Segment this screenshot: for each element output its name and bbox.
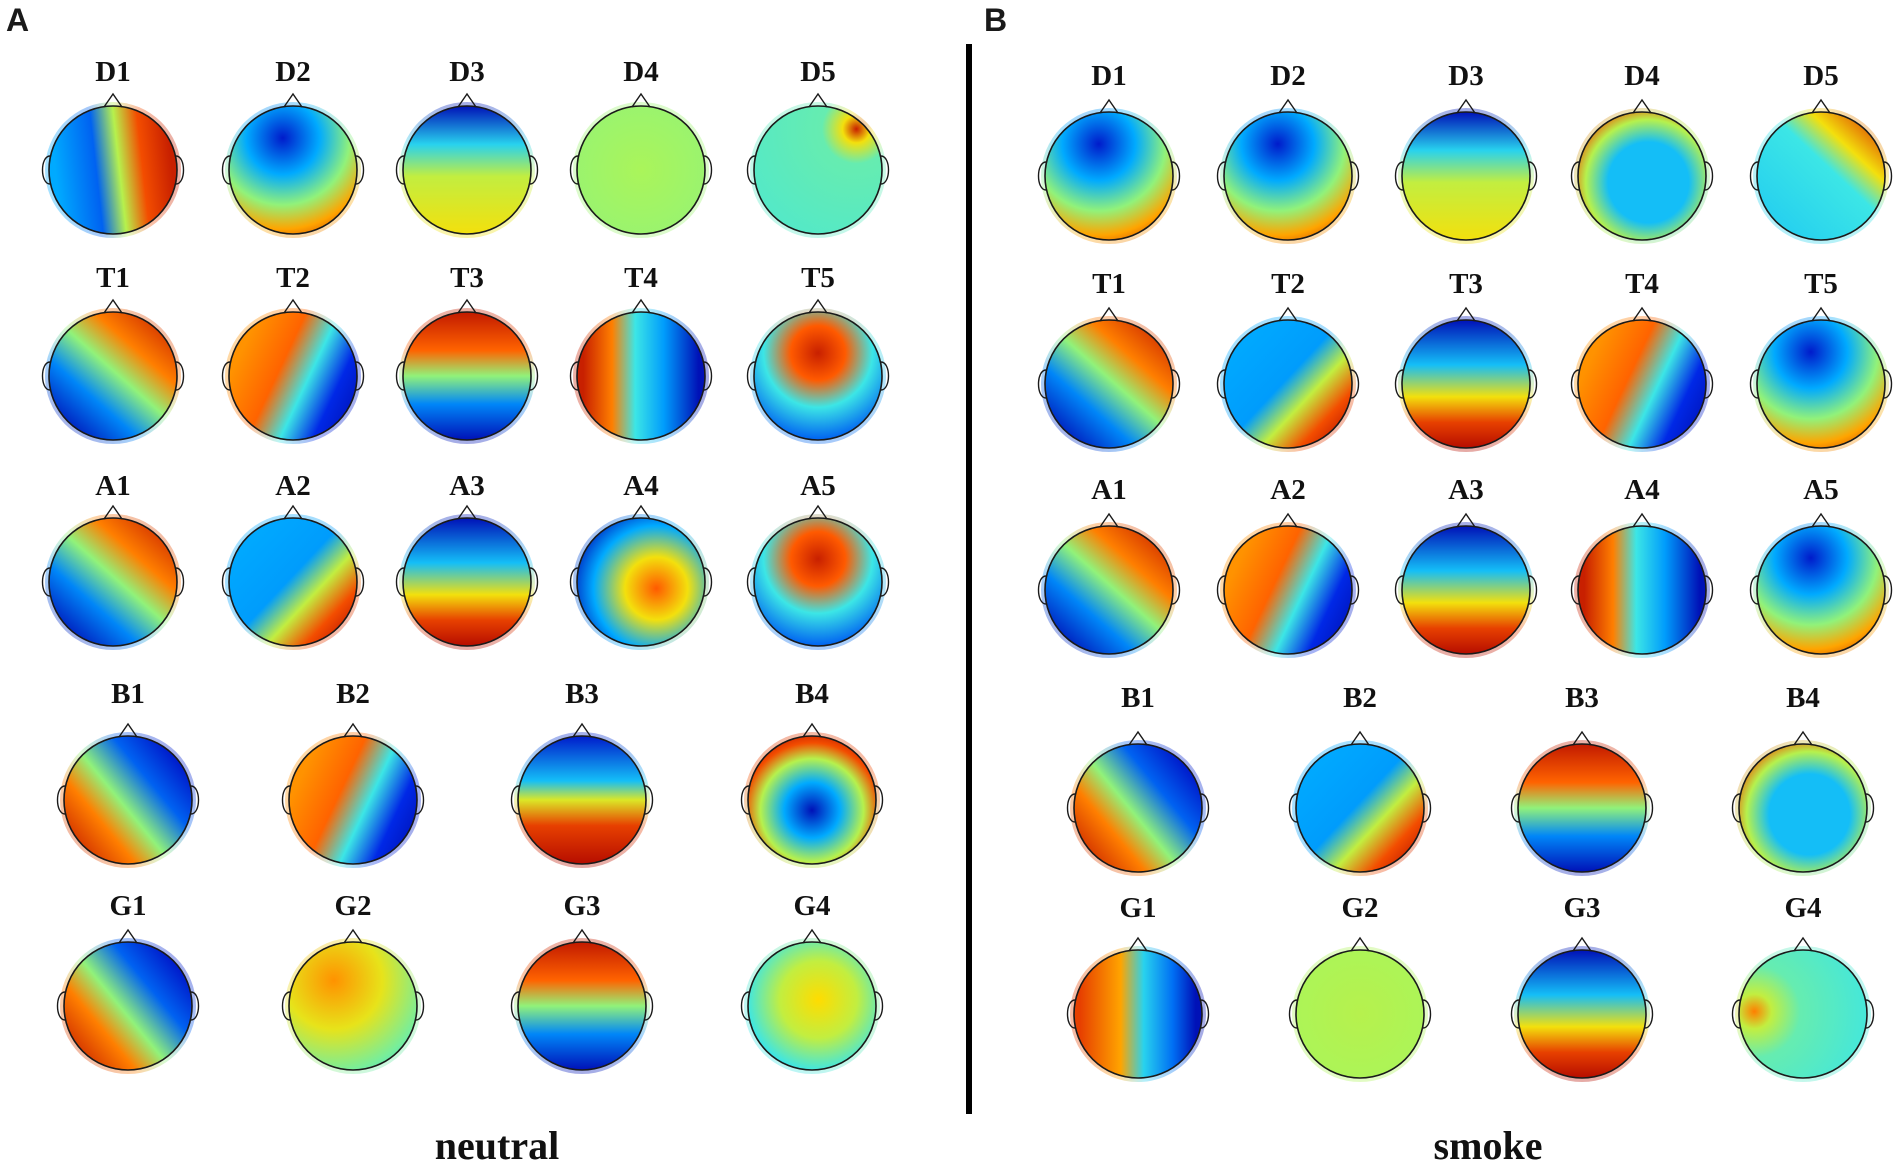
head-topomap <box>221 298 365 444</box>
map-label: A4 <box>1624 474 1660 506</box>
map-label: B2 <box>1343 682 1377 714</box>
head-topomap <box>41 298 185 444</box>
map-label: A5 <box>1803 474 1839 506</box>
head-topomap <box>1394 98 1538 244</box>
head-topomap <box>395 504 539 650</box>
map-label: D4 <box>623 56 659 88</box>
map-label: G1 <box>1119 892 1157 924</box>
map-label: T3 <box>450 262 484 294</box>
head-topomap <box>1749 98 1893 244</box>
head-topomap <box>221 504 365 650</box>
map-label: A1 <box>1091 474 1127 506</box>
head-topomap <box>281 928 425 1074</box>
head-topomap <box>746 298 890 444</box>
head-topomap <box>1216 306 1360 452</box>
head-topomap <box>395 298 539 444</box>
condition-label-smoke: smoke <box>1433 1123 1543 1168</box>
map-label: B1 <box>111 678 145 710</box>
map-label: T1 <box>96 262 130 294</box>
map-label: T3 <box>1449 268 1483 300</box>
head-topomap <box>1394 306 1538 452</box>
head-topomap <box>1731 730 1875 876</box>
map-label: G4 <box>793 890 831 922</box>
map-label: A3 <box>1448 474 1484 506</box>
head-topomap <box>1066 936 1210 1082</box>
head-topomap <box>1394 512 1538 658</box>
head-topomap <box>41 92 185 238</box>
map-label: D5 <box>1803 60 1839 92</box>
map-label: B2 <box>336 678 370 710</box>
panel-letter-a: A <box>6 2 30 38</box>
map-label: T4 <box>1625 268 1659 300</box>
head-topomap <box>1570 512 1714 658</box>
head-topomap <box>746 92 890 238</box>
head-topomap <box>221 92 365 238</box>
map-label: T5 <box>1804 268 1838 300</box>
map-label: G2 <box>334 890 372 922</box>
map-label: G3 <box>1563 892 1601 924</box>
head-topomap <box>740 928 884 1074</box>
head-topomap <box>1731 936 1875 1082</box>
head-topomap <box>1510 936 1654 1082</box>
map-label: G3 <box>563 890 601 922</box>
head-topomap <box>1216 98 1360 244</box>
map-label: D4 <box>1624 60 1660 92</box>
map-label: D5 <box>800 56 836 88</box>
map-label: D1 <box>1091 60 1127 92</box>
map-label: B3 <box>1565 682 1599 714</box>
map-label: A2 <box>1270 474 1306 506</box>
map-label: B4 <box>1786 682 1820 714</box>
map-label: D2 <box>1270 60 1306 92</box>
head-topomap <box>1288 730 1432 876</box>
map-label: G1 <box>109 890 147 922</box>
head-topomap <box>740 722 884 868</box>
head-topomap <box>1216 512 1360 658</box>
map-label: A3 <box>449 470 485 502</box>
map-label: G2 <box>1341 892 1379 924</box>
map-label: D3 <box>1448 60 1484 92</box>
map-label: T2 <box>1271 268 1305 300</box>
map-label: B3 <box>565 678 599 710</box>
head-topomap <box>1570 98 1714 244</box>
head-topomap <box>1037 306 1181 452</box>
map-label: G4 <box>1784 892 1822 924</box>
head-topomap <box>569 298 713 444</box>
map-label: T1 <box>1092 268 1126 300</box>
map-label: A1 <box>95 470 131 502</box>
head-topomap <box>1037 512 1181 658</box>
map-label: D2 <box>275 56 311 88</box>
panel-letter-b: B <box>984 2 1008 38</box>
map-label: T5 <box>801 262 835 294</box>
map-label: B4 <box>795 678 829 710</box>
head-topomap <box>1037 98 1181 244</box>
map-label: A5 <box>800 470 836 502</box>
map-label: D3 <box>449 56 485 88</box>
map-label: D1 <box>95 56 131 88</box>
head-topomap <box>281 722 425 868</box>
head-topomap <box>56 722 200 868</box>
panel-divider <box>966 44 972 1114</box>
head-topomap <box>1749 512 1893 658</box>
map-label: T2 <box>276 262 310 294</box>
head-topomap <box>395 92 539 238</box>
map-label: B1 <box>1121 682 1155 714</box>
map-label: A2 <box>275 470 311 502</box>
head-topomap <box>1749 306 1893 452</box>
head-topomap <box>569 92 713 238</box>
head-topomap <box>746 504 890 650</box>
head-topomap <box>41 504 185 650</box>
head-topomap <box>1570 306 1714 452</box>
map-label: A4 <box>623 470 659 502</box>
map-label: T4 <box>624 262 658 294</box>
head-topomap <box>1288 936 1432 1082</box>
head-topomap <box>510 722 654 868</box>
head-topomap <box>569 504 713 650</box>
head-topomap <box>56 928 200 1074</box>
condition-label-neutral: neutral <box>434 1123 560 1168</box>
head-topomap <box>1066 730 1210 876</box>
head-topomap <box>510 928 654 1074</box>
head-topomap <box>1510 730 1654 876</box>
